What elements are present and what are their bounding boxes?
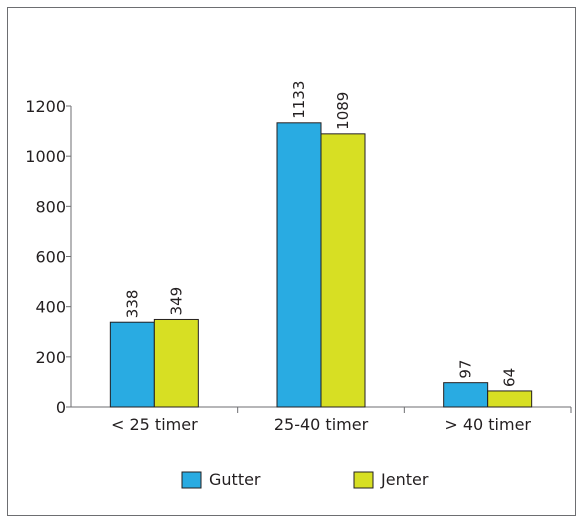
legend: Gutter Jenter <box>181 470 429 489</box>
y-tick-label: 400 <box>35 298 66 317</box>
legend-swatch <box>353 471 374 489</box>
bar <box>109 321 155 408</box>
bar <box>443 382 489 408</box>
bars <box>109 122 533 408</box>
bar <box>153 318 199 408</box>
bar <box>320 133 366 408</box>
axes: 0 200 400 600 800 1000 1200 < 25 timer 25-40 tim… <box>25 97 572 434</box>
bar <box>487 390 533 408</box>
data-label: 64 <box>501 368 519 387</box>
legend-swatch <box>181 471 202 489</box>
y-tick-label: 0 <box>56 398 66 417</box>
y-tick-label: 600 <box>35 248 66 267</box>
data-label: 349 <box>167 287 185 316</box>
data-label: 1133 <box>290 81 308 119</box>
legend-label: Gutter <box>209 470 261 489</box>
legend-label: Jenter <box>380 470 429 489</box>
data-label: 97 <box>457 360 475 379</box>
y-tick-label: 200 <box>35 348 66 367</box>
bar <box>276 122 322 408</box>
data-labels: 338 349 1133 1089 97 64 <box>123 81 518 387</box>
x-tick-label: 25-40 timer <box>274 415 369 434</box>
data-label: 1089 <box>334 92 352 130</box>
y-tick-label: 1200 <box>25 97 66 116</box>
y-tick-label: 1000 <box>25 147 66 166</box>
data-label: 338 <box>123 290 141 319</box>
x-tick-label: > 40 timer <box>444 415 531 434</box>
y-tick-label: 800 <box>35 197 66 216</box>
x-tick-label: < 25 timer <box>111 415 198 434</box>
